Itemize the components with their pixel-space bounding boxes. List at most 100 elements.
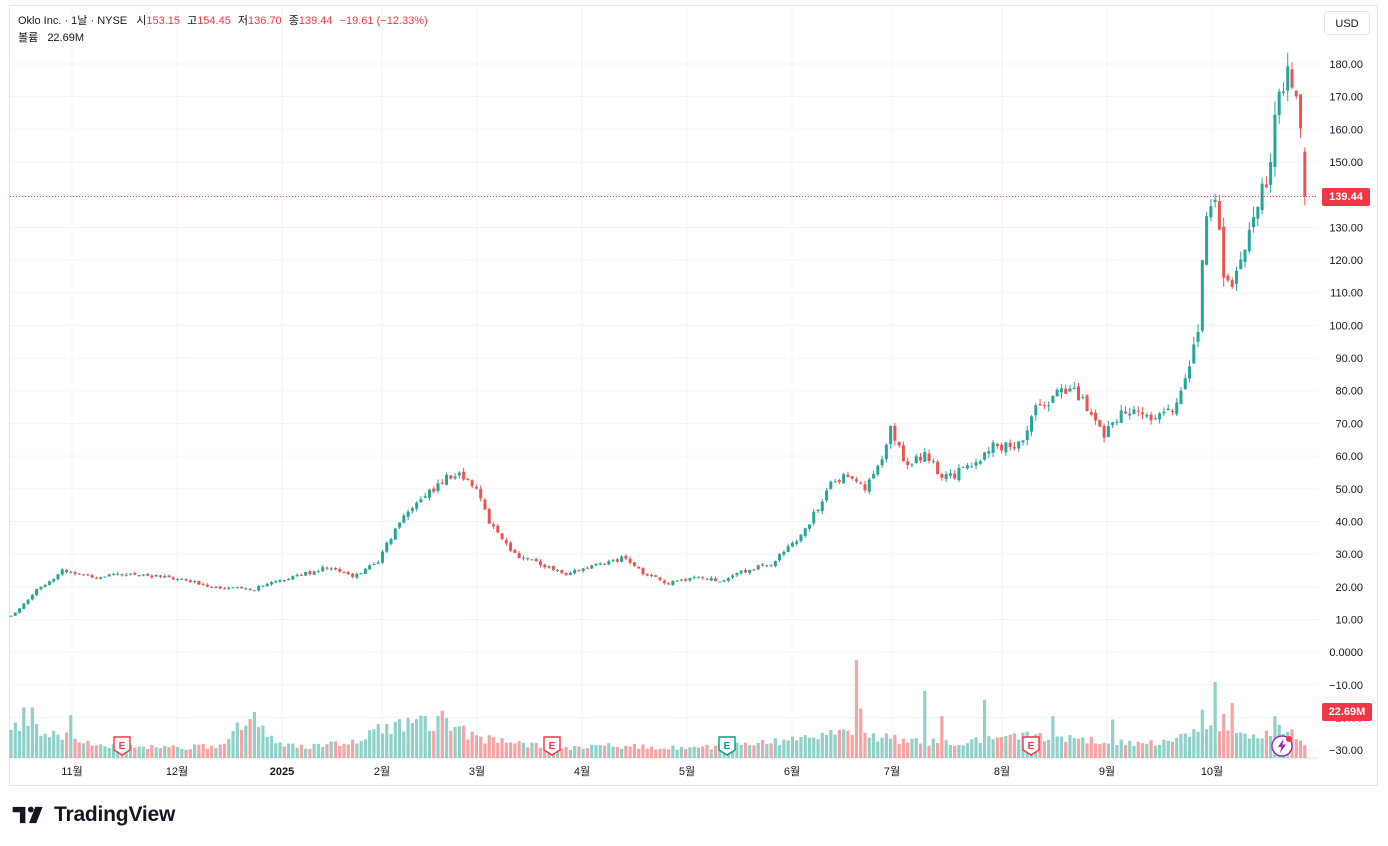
- volume-bar: [457, 726, 461, 758]
- candle-body: [948, 473, 952, 476]
- volume-bar: [1064, 741, 1068, 758]
- candle-body: [124, 574, 128, 576]
- earnings-marker-icon[interactable]: E: [543, 736, 561, 756]
- volume-bar: [278, 742, 282, 758]
- candle-body: [534, 558, 538, 562]
- volume-bar: [602, 745, 607, 758]
- volume-bar: [590, 744, 594, 758]
- volume-bar: [543, 748, 547, 758]
- candle-body: [564, 572, 568, 576]
- volume-bar: [483, 743, 487, 758]
- candle-body: [1170, 410, 1174, 412]
- candle-body: [355, 573, 359, 578]
- candle-body: [453, 476, 457, 479]
- volume-bar: [897, 744, 901, 758]
- candle-body: [714, 578, 718, 582]
- candle-body: [1059, 388, 1063, 393]
- candle-body: [43, 584, 47, 587]
- candle-body: [244, 588, 248, 590]
- candle-body: [1200, 260, 1204, 331]
- candle-body: [1072, 387, 1076, 389]
- volume-bar: [850, 734, 854, 758]
- volume-bar: [1303, 745, 1307, 758]
- candle-body: [116, 573, 120, 575]
- price-tick-label: 150.00: [1329, 157, 1363, 169]
- volume-bar: [1085, 743, 1089, 758]
- candle-body: [718, 581, 722, 583]
- volume-bar: [577, 746, 581, 758]
- earnings-marker-icon[interactable]: E: [113, 736, 131, 756]
- candle-body: [658, 577, 662, 581]
- candle-body: [1132, 409, 1136, 414]
- candle-body: [987, 451, 991, 454]
- currency-button[interactable]: USD: [1324, 11, 1370, 35]
- volume-bar: [854, 660, 859, 758]
- volume-bar: [1098, 744, 1102, 758]
- earnings-marker-icon[interactable]: E: [718, 736, 736, 756]
- volume-bar: [1264, 730, 1268, 758]
- candle-body: [466, 478, 470, 480]
- volume-bar: [175, 746, 180, 758]
- candle-body: [496, 525, 500, 533]
- volume-bar: [649, 746, 654, 758]
- volume-bar: [385, 724, 389, 758]
- candle-body: [193, 581, 197, 583]
- candle-body: [1239, 259, 1243, 270]
- svg-text:E: E: [119, 741, 126, 752]
- candle-body: [765, 565, 769, 567]
- volume-bar: [436, 715, 440, 758]
- volume-bar: [935, 743, 940, 758]
- volume-bar: [415, 719, 419, 758]
- candle-body: [884, 444, 888, 460]
- volume-bar: [1072, 738, 1076, 758]
- volume-bar: [1175, 737, 1179, 758]
- candle-body: [342, 572, 346, 574]
- volume-bar: [52, 730, 56, 758]
- candle-body: [1038, 403, 1042, 405]
- volume-bar: [73, 738, 77, 758]
- volume-bar: [346, 744, 350, 758]
- volume-bar: [1106, 743, 1110, 758]
- candle-body: [590, 565, 594, 569]
- volume-bar: [867, 737, 871, 758]
- volume-bar: [889, 738, 893, 758]
- volume-bar: [530, 742, 534, 758]
- volume-bar: [1119, 739, 1123, 758]
- candle-body: [919, 456, 923, 461]
- volume-bar: [1149, 740, 1153, 758]
- candle-body: [880, 459, 884, 466]
- volume-bar: [671, 745, 675, 758]
- candle-body: [1077, 386, 1080, 401]
- volume-bar: [812, 737, 816, 758]
- brand[interactable]: TradingView: [12, 803, 175, 827]
- volume-bar: [1093, 743, 1098, 758]
- volume-bar: [39, 735, 43, 758]
- candle-body: [957, 468, 961, 481]
- volume-bar: [372, 729, 376, 758]
- lightning-icon[interactable]: [1271, 735, 1293, 757]
- volume-bar: [449, 730, 453, 758]
- volume-bar: [205, 748, 210, 758]
- candle-body: [269, 582, 273, 585]
- candle-body: [427, 489, 431, 498]
- candle-body: [235, 587, 239, 589]
- legend-symbol[interactable]: Oklo Inc. · 1날 · NYSE: [18, 15, 128, 27]
- price-tick-label: 180.00: [1329, 59, 1363, 71]
- volume-bar: [581, 748, 585, 758]
- candle-body: [295, 574, 299, 577]
- candle-body: [18, 608, 22, 613]
- volume-bar: [1243, 733, 1247, 758]
- earnings-marker-icon[interactable]: E: [1022, 736, 1040, 756]
- candle-body: [479, 488, 483, 499]
- legend-volume-label[interactable]: 볼륨: [18, 32, 39, 44]
- volume-bar: [560, 748, 564, 758]
- volume-bar: [128, 745, 133, 758]
- candle-body: [752, 569, 756, 571]
- candle-body: [1269, 162, 1273, 185]
- volume-bar: [197, 744, 201, 758]
- time-tick-label: 10월: [1201, 765, 1223, 778]
- candle-body: [872, 474, 876, 479]
- candle-body: [1119, 410, 1123, 423]
- candle-body: [645, 573, 649, 576]
